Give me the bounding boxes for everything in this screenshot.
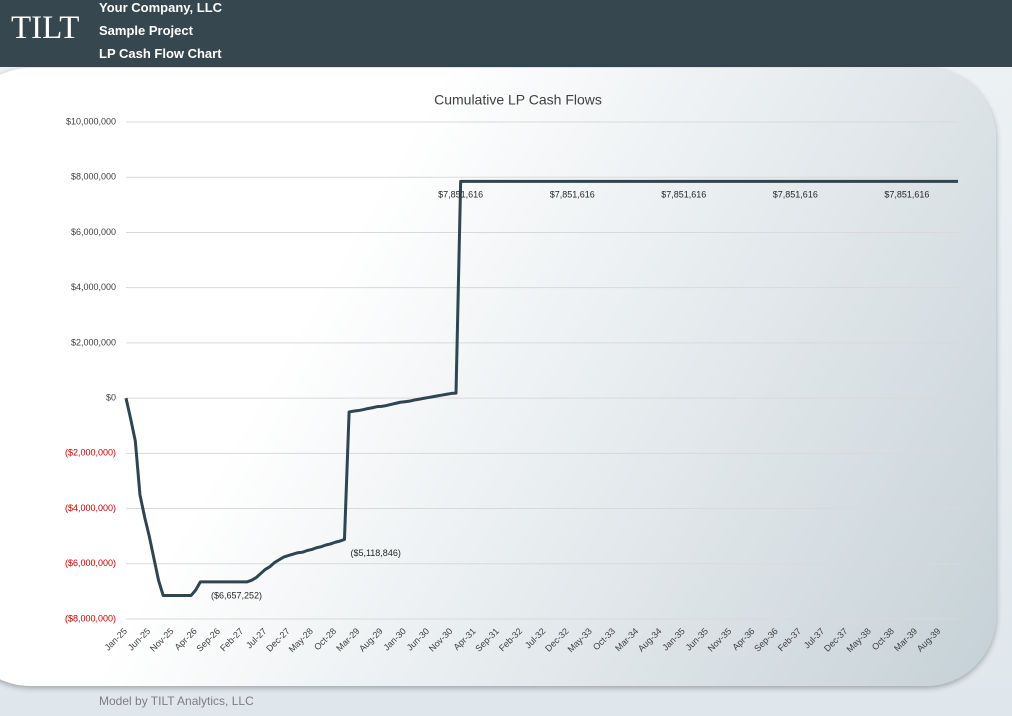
footer: Model by TILT Analytics, LLC: [99, 694, 254, 708]
chart-panel: [0, 68, 996, 686]
x-tick-label: Jan-30: [381, 626, 408, 653]
y-tick-label: $2,000,000: [71, 337, 116, 347]
x-tick-label: Oct-38: [870, 626, 896, 652]
y-tick-label: ($4,000,000): [65, 503, 116, 513]
x-tick-label: Feb-27: [218, 626, 245, 653]
y-tick-label: ($8,000,000): [65, 613, 116, 623]
x-tick-label: Oct-33: [591, 626, 617, 652]
x-tick-label: Sep-31: [473, 626, 501, 654]
y-tick-label: ($2,000,000): [65, 448, 116, 458]
x-tick-label: Nov-30: [427, 626, 455, 654]
y-tick-label: $0: [106, 392, 116, 402]
x-tick-label: May-28: [287, 626, 315, 654]
x-tick-label: Oct-28: [312, 626, 338, 652]
x-tick-label: Feb-37: [776, 626, 803, 653]
chart: Cumulative LP Cash Flows ($8,000,000) ($6…: [65, 92, 958, 654]
x-tick-label: Nov-35: [706, 626, 734, 654]
x-tick-label: Mar-29: [334, 626, 361, 653]
x-tick-label: Aug-39: [915, 626, 943, 654]
report-name: LP Cash Flow Chart: [99, 46, 222, 61]
data-label: $7,851,616: [438, 190, 483, 200]
x-tick-label: May-38: [844, 626, 872, 654]
x-tick-label: Mar-39: [892, 626, 919, 653]
chart-title: Cumulative LP Cash Flows: [434, 92, 602, 108]
project: Sample Project: [99, 23, 193, 38]
data-label: $7,851,616: [550, 190, 595, 200]
data-label: $7,851,616: [884, 190, 929, 200]
x-tick-label: Jun-30: [405, 626, 432, 653]
y-tick-label: $10,000,000: [66, 116, 116, 126]
x-tick-label: Aug-29: [357, 626, 385, 654]
x-tick-label: Nov-25: [148, 626, 176, 654]
x-tick-label: Jan-25: [103, 626, 130, 653]
y-tick-label: $6,000,000: [71, 227, 116, 237]
logo: TILT: [11, 10, 80, 46]
header: TILT Your Company, LLC Sample Project LP…: [0, 0, 1012, 67]
y-tick-label: ($6,000,000): [65, 558, 116, 568]
data-label: ($5,118,846): [350, 548, 400, 558]
data-label: $7,851,616: [661, 190, 706, 200]
cash-flow-line: [124, 179, 958, 598]
x-tick-label: Feb-32: [497, 626, 524, 653]
x-tick-label: Mar-34: [613, 626, 640, 653]
x-tick-label: Aug-34: [636, 626, 664, 654]
data-label: $7,851,616: [773, 190, 818, 200]
x-tick-label: Jun-35: [684, 626, 711, 653]
x-tick-label: May-33: [566, 626, 594, 654]
x-tick-label: Jun-25: [126, 626, 153, 653]
x-tick-label: Jan-35: [660, 626, 687, 653]
company: Your Company, LLC: [99, 0, 223, 15]
data-label: ($6,657,252): [211, 590, 262, 600]
y-tick-label: $8,000,000: [71, 172, 116, 182]
x-tick-label: Sep-26: [194, 626, 222, 654]
y-tick-label: $4,000,000: [71, 282, 116, 292]
x-tick-label: Sep-36: [752, 626, 780, 654]
